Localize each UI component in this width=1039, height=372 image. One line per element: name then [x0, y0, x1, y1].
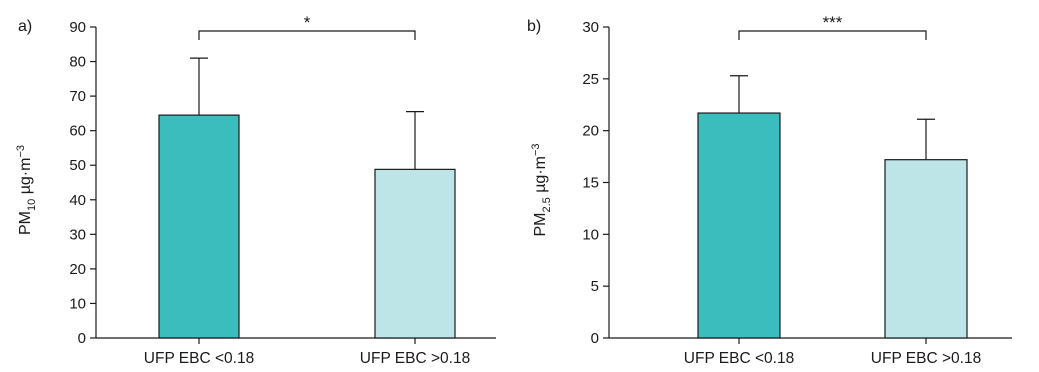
y-tick-label: 40 [69, 192, 86, 209]
y-axis-label-subscript: 10 [26, 199, 38, 211]
bar [374, 168, 456, 339]
y-tick-label: 20 [582, 123, 599, 140]
y-tick-label: 90 [69, 19, 86, 36]
y-tick-label: 25 [582, 71, 599, 88]
y-tick-label: 0 [78, 330, 86, 347]
y-tick-label: 10 [69, 295, 86, 312]
bar [884, 159, 968, 339]
y-tick-label: 30 [69, 226, 86, 243]
x-category-label: UFP EBC <0.18 [684, 350, 794, 367]
x-category-label: UFP EBC >0.18 [871, 350, 981, 367]
y-axis-label-unit: µg·m [532, 156, 549, 197]
panel-label: a) [18, 18, 32, 35]
y-tick-label: 20 [69, 261, 86, 278]
y-tick-label: 5 [591, 278, 599, 295]
y-tick-label: 80 [69, 54, 86, 71]
y-axis-label: PM2.5 µg·m−3 [530, 143, 553, 236]
y-axis-label: PM10 µg·m−3 [15, 145, 38, 235]
significance-bracket [198, 30, 416, 40]
significance-marker: * [304, 13, 311, 32]
panel-b: b) 0 5 10 15 20 25 30 PM2.5 µg·m−3 UFP EBC <0.18 U… [527, 13, 1012, 367]
x-category-label: UFP EBC <0.18 [144, 350, 254, 367]
y-axis-label-superscript: −3 [15, 145, 27, 158]
bar [158, 114, 240, 339]
y-tick-label: 10 [582, 226, 599, 243]
y-tick-label: 30 [582, 19, 599, 36]
y-axis-label-main: PM [17, 211, 34, 235]
y-axis-label-unit: µg·m [17, 158, 34, 199]
significance-marker: *** [823, 13, 843, 32]
y-tick-label: 50 [69, 157, 86, 174]
y-tick-label: 60 [69, 123, 86, 140]
y-axis-label-superscript: −3 [530, 143, 542, 156]
y-axis-label-subscript: 2.5 [541, 197, 553, 212]
y-tick-label: 0 [591, 330, 599, 347]
y-tick-label: 15 [582, 175, 599, 192]
y-tick-label: 70 [69, 88, 86, 105]
panel-label: b) [527, 18, 541, 35]
x-category-label: UFP EBC >0.18 [360, 350, 470, 367]
significance-bracket [738, 30, 927, 40]
bar [697, 112, 781, 339]
y-axis-label-main: PM [532, 213, 549, 237]
